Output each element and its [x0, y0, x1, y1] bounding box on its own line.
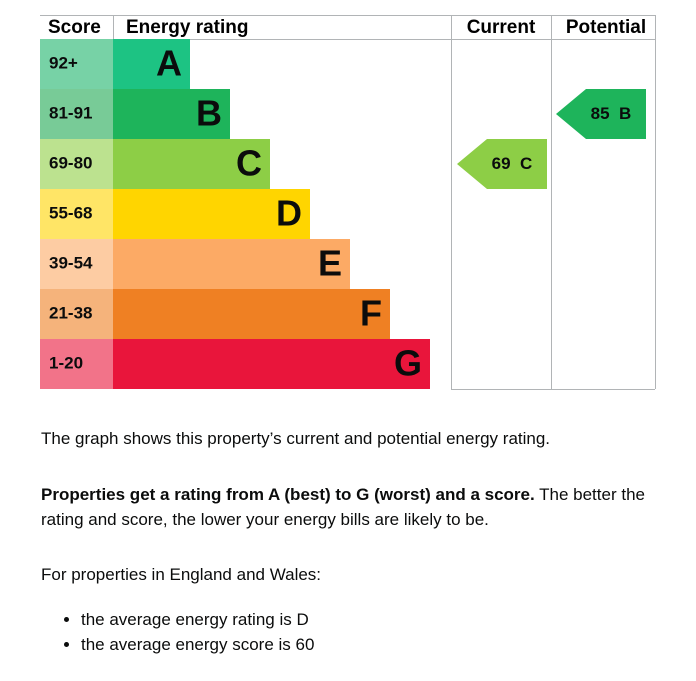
score-range: 55-68: [49, 203, 92, 222]
rating-letter: F: [360, 293, 382, 334]
explain-bold: Properties get a rating from A (best) to…: [41, 485, 535, 504]
rating-bar: [113, 189, 310, 239]
score-range: 1-20: [49, 353, 83, 372]
score-range: 81-91: [49, 103, 92, 122]
header-score: Score: [48, 17, 101, 38]
potential-score: 85: [591, 104, 610, 123]
current-rating: C: [520, 154, 532, 173]
score-cell: [40, 189, 113, 239]
score-cell: [40, 89, 113, 139]
bullets: the average energy rating is Dthe averag…: [41, 607, 621, 657]
rating-letter: B: [196, 93, 222, 134]
score-cell: [40, 289, 113, 339]
rating-letter: E: [318, 243, 342, 284]
current-arrow: [457, 139, 547, 189]
header-rating: Energy rating: [126, 17, 248, 38]
potential-label: 85 B: [591, 104, 632, 123]
score-cell: [40, 239, 113, 289]
rating-bar: [113, 339, 430, 389]
score-cell: [40, 39, 113, 89]
explain: Properties get a rating from A (best) to…: [41, 482, 661, 532]
bullet: the average energy rating is D: [81, 607, 621, 632]
rating-letter: A: [156, 43, 182, 84]
rating-bar: [113, 89, 230, 139]
epc-chart: Score Energy rating Current Potential 92…: [40, 15, 656, 390]
score-cell: [40, 139, 113, 189]
current-label: 69 C: [492, 154, 533, 173]
intro: The graph shows this property’s current …: [41, 429, 551, 448]
rating-bar: [113, 139, 270, 189]
potential-rating: B: [619, 104, 631, 123]
current-score: 69: [492, 154, 511, 173]
explain-rest: The better the rating and score, the low…: [41, 485, 645, 529]
rating-bar: [113, 239, 350, 289]
rating-letter: C: [236, 143, 262, 184]
score-range: 39-54: [49, 253, 93, 272]
region: For properties in England and Wales:: [41, 565, 322, 584]
potential-arrow: [556, 89, 646, 139]
bullet: the average energy score is 60: [81, 632, 621, 657]
score-range: 92+: [49, 53, 78, 72]
rating-bar: [113, 39, 190, 89]
score-cell: [40, 339, 113, 389]
score-range: 69-80: [49, 153, 92, 172]
score-range: 21-38: [49, 303, 92, 322]
header-potential: Potential: [566, 17, 646, 38]
header-current: Current: [467, 17, 536, 38]
rating-letter: D: [276, 193, 302, 234]
rating-bar: [113, 289, 390, 339]
rating-letter: G: [394, 343, 422, 384]
